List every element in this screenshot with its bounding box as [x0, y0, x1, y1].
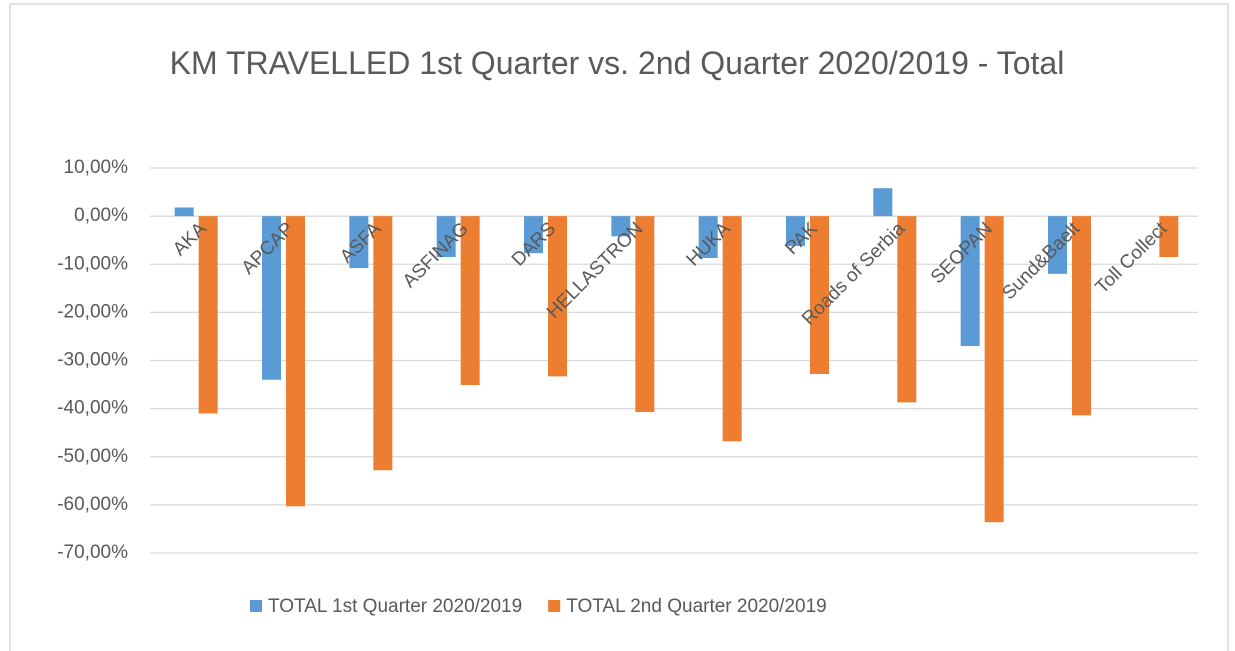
bar: [524, 216, 543, 254]
legend-label: TOTAL 1st Quarter 2020/2019: [268, 596, 522, 617]
y-tick-label: -50,00%: [57, 446, 128, 467]
x-tick-label: Sund&Baelt: [998, 218, 1084, 304]
bar: [786, 216, 805, 246]
y-tick-label: -10,00%: [57, 253, 128, 274]
bar: [198, 216, 218, 414]
bar: [960, 216, 980, 347]
y-tick-label: -40,00%: [57, 398, 128, 419]
bar: [897, 216, 917, 403]
bar: [698, 216, 718, 258]
bar: [1048, 216, 1067, 274]
bar: [1072, 216, 1091, 416]
legend-label: TOTAL 2nd Quarter 2020/2019: [566, 596, 827, 617]
bar: [262, 216, 281, 380]
legend-swatch: [250, 600, 262, 612]
chart-title: KM TRAVELLED 1st Quarter vs. 2nd Quarter…: [169, 45, 1065, 81]
bar: [810, 216, 829, 374]
bar: [349, 216, 369, 269]
y-tick-label: -30,00%: [57, 350, 128, 371]
chart-border: [9, 3, 1229, 651]
bar: [873, 188, 893, 217]
y-tick-label: -70,00%: [57, 542, 128, 563]
bar: [722, 216, 742, 442]
bar: [460, 216, 480, 386]
bar: [548, 216, 567, 377]
y-tick-label: 10,00%: [64, 157, 129, 178]
y-tick-label: -60,00%: [57, 494, 128, 515]
bar: [635, 216, 655, 412]
bar: [436, 216, 456, 258]
bar: [373, 216, 393, 471]
bar: [984, 216, 1004, 523]
y-tick-label: 0,00%: [74, 205, 128, 226]
bar: [611, 216, 631, 237]
bar: [1159, 216, 1179, 258]
bar: [174, 207, 194, 217]
y-tick-label: -20,00%: [57, 301, 128, 322]
legend-swatch: [548, 600, 561, 612]
bar: [286, 216, 305, 507]
x-tick-label: Toll Collect: [1092, 218, 1172, 298]
